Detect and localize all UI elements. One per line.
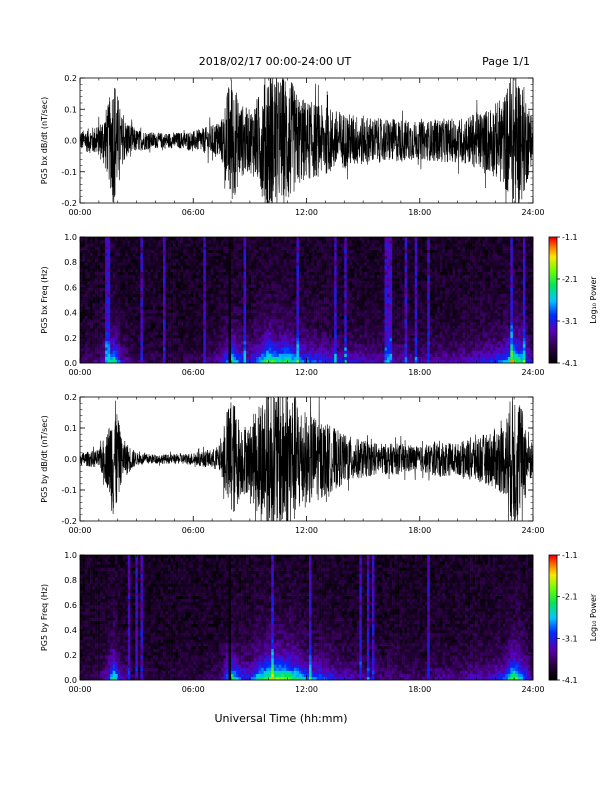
y-tick-label: 0.0 (64, 359, 77, 368)
panel-2: -4.1 -3.1 -2.1 -1.1 Log₁₀ Power 00:00 06:00 12:… (40, 233, 598, 377)
colorbar-tick-label: -4.1 (562, 359, 578, 368)
y-tick-label: 0.0 (64, 455, 77, 464)
colorbar-tick-label: -3.1 (562, 634, 578, 643)
y-axis-label: PG5 by dB/dt (nT/sec) (40, 415, 49, 502)
y-tick-label: 1.0 (64, 551, 77, 560)
x-tick-label: 24:00 (521, 208, 544, 217)
x-tick-label: 18:00 (408, 685, 431, 694)
colorbar-label: Log₁₀ Power (589, 276, 598, 324)
colorbar-tick-label: -4.1 (562, 676, 578, 685)
x-tick-label: 24:00 (521, 526, 544, 535)
colorbar-tick-label: -1.1 (562, 233, 578, 242)
x-tick-label: 06:00 (182, 208, 205, 217)
x-tick-label: 12:00 (295, 685, 318, 694)
y-tick-label: -0.1 (61, 168, 77, 177)
colorbar-tick-label: -2.1 (562, 275, 578, 284)
x-tick-label: 24:00 (521, 368, 544, 377)
y-tick-label: -0.2 (61, 199, 77, 208)
x-tick-label: 18:00 (408, 368, 431, 377)
y-tick-label: 0.0 (64, 137, 77, 146)
x-tick-label: 00:00 (68, 526, 91, 535)
colorbar-tick-label: -2.1 (562, 593, 578, 602)
colorbar-tick-label: -3.1 (562, 317, 578, 326)
y-tick-label: 0.4 (64, 309, 77, 318)
y-tick-label: 0.1 (64, 424, 77, 433)
x-tick-label: 00:00 (68, 368, 91, 377)
x-tick-label: 12:00 (295, 208, 318, 217)
y-tick-label: 0.2 (64, 334, 77, 343)
y-tick-label: 0.4 (64, 626, 77, 635)
y-tick-label: 0.1 (64, 105, 77, 114)
x-tick-label: 12:00 (295, 526, 318, 535)
y-tick-label: 0.2 (64, 74, 77, 83)
x-tick-label: 18:00 (408, 526, 431, 535)
y-tick-label: 0.8 (64, 258, 77, 267)
y-tick-label: 0.6 (64, 283, 77, 292)
y-axis-label: PG5 bx Freq (Hz) (40, 266, 49, 333)
page-title: 2018/02/17 00:00-24:00 UT (199, 55, 352, 68)
spectrogram (80, 237, 533, 363)
y-tick-label: 0.6 (64, 601, 77, 610)
x-tick-label: 12:00 (295, 368, 318, 377)
spectrogram (80, 555, 533, 680)
y-axis-label: PG5 bx dB/dt (nT/sec) (40, 97, 49, 184)
page-number: Page 1/1 (482, 55, 530, 68)
x-axis-title: Universal Time (hh:mm) (215, 712, 348, 725)
panel-4: -4.1 -3.1 -2.1 -1.1 Log₁₀ Power 00:00 06:00 12:… (40, 551, 598, 694)
y-tick-label: 0.8 (64, 576, 77, 585)
colorbar-tick-label: -1.1 (562, 551, 578, 560)
x-tick-label: 06:00 (182, 368, 205, 377)
y-tick-label: 0.0 (64, 676, 77, 685)
x-tick-label: 06:00 (182, 685, 205, 694)
y-tick-label: 0.2 (64, 393, 77, 402)
x-tick-label: 06:00 (182, 526, 205, 535)
y-axis-label: PG5 by Freq (Hz) (40, 584, 49, 651)
x-tick-label: 00:00 (68, 685, 91, 694)
x-tick-label: 18:00 (408, 208, 431, 217)
y-tick-label: 0.2 (64, 651, 77, 660)
y-tick-label: -0.2 (61, 517, 77, 526)
y-tick-label: -0.1 (61, 486, 77, 495)
colorbar-label: Log₁₀ Power (589, 593, 598, 641)
x-tick-label: 24:00 (521, 685, 544, 694)
x-tick-label: 00:00 (68, 208, 91, 217)
y-tick-label: 1.0 (64, 233, 77, 242)
